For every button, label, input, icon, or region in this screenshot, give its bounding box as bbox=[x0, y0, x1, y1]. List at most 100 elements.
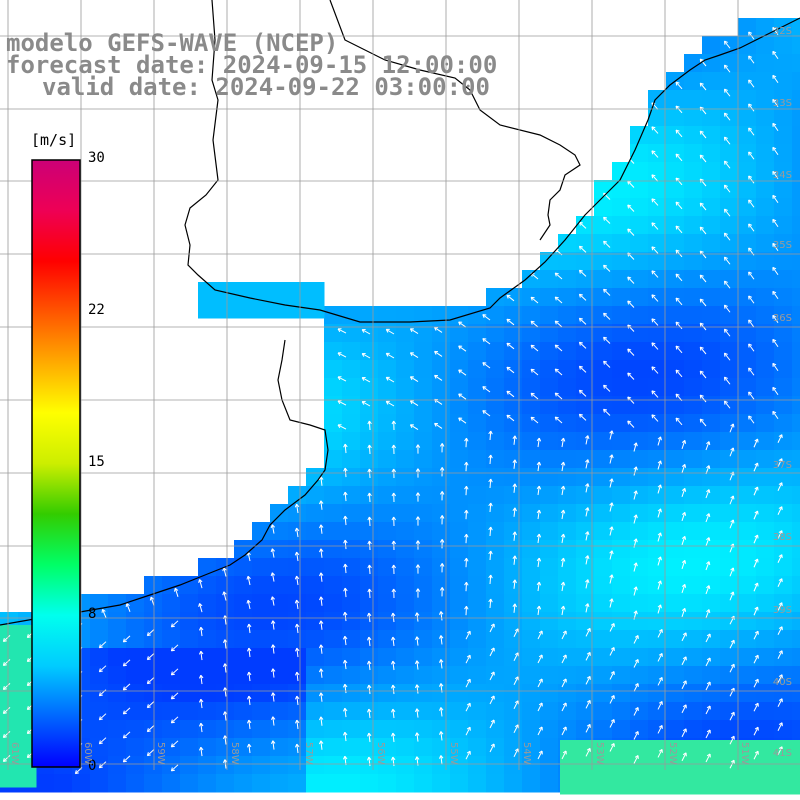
ocean-cell bbox=[720, 396, 739, 415]
ocean-cell bbox=[774, 180, 793, 199]
wind-arrow bbox=[748, 175, 755, 184]
ocean-cell bbox=[558, 252, 577, 271]
wind-arrow-head bbox=[748, 319, 753, 322]
wind-arrow bbox=[675, 273, 683, 282]
wind-arrow-head bbox=[699, 346, 702, 351]
ocean-cell bbox=[324, 468, 343, 487]
wind-arrow-head bbox=[368, 420, 372, 425]
wind-arrow-head bbox=[651, 126, 654, 131]
wind-arrow-head bbox=[482, 338, 485, 343]
wind-arrow-head bbox=[270, 716, 274, 721]
wind-arrow bbox=[530, 416, 539, 424]
ocean-cell bbox=[666, 504, 685, 523]
ocean-cell bbox=[432, 558, 451, 577]
wind-arrow bbox=[320, 692, 323, 702]
wind-arrow-head bbox=[651, 294, 654, 299]
wind-arrow-head bbox=[416, 756, 420, 760]
ocean-cell bbox=[270, 756, 289, 775]
ocean-cell bbox=[144, 738, 163, 757]
ocean-cell bbox=[756, 288, 775, 307]
ocean-cell bbox=[576, 270, 595, 289]
ocean-cell bbox=[612, 252, 631, 271]
ocean-cell bbox=[468, 432, 487, 451]
ocean-cell bbox=[702, 198, 721, 217]
wind-arrow bbox=[513, 459, 516, 469]
ocean-cell bbox=[378, 684, 397, 703]
ocean-cell bbox=[486, 432, 505, 451]
wind-arrow-head bbox=[651, 366, 656, 369]
ocean-cell bbox=[288, 630, 307, 649]
wind-arrow-head bbox=[651, 150, 656, 153]
wind-arrow-head bbox=[627, 396, 632, 399]
wind-arrow bbox=[609, 671, 615, 680]
wind-arrow-head bbox=[555, 272, 559, 275]
wind-arrow bbox=[681, 656, 687, 666]
wind-arrow bbox=[296, 648, 299, 658]
ocean-cell bbox=[450, 306, 469, 325]
ocean-cell bbox=[792, 306, 800, 325]
ocean-cell bbox=[306, 612, 325, 631]
ocean-cell bbox=[0, 751, 19, 770]
wind-arrow-head bbox=[609, 574, 613, 578]
ocean-cell bbox=[504, 612, 523, 631]
wind-arrow-head bbox=[699, 370, 702, 375]
ocean-cell bbox=[720, 270, 739, 289]
ocean-cell bbox=[324, 540, 343, 559]
ocean-cell bbox=[252, 756, 271, 775]
wind-arrow-head bbox=[344, 755, 348, 760]
ocean-cell bbox=[378, 576, 397, 595]
ocean-cell bbox=[396, 756, 415, 775]
wind-arrow bbox=[482, 314, 491, 321]
wind-arrow bbox=[224, 711, 227, 721]
ocean-cell bbox=[594, 684, 613, 703]
wind-arrow bbox=[753, 462, 759, 472]
ocean-cell bbox=[738, 666, 757, 685]
wind-arrow bbox=[248, 648, 251, 658]
ocean-cell bbox=[468, 378, 487, 397]
ocean-cell bbox=[612, 486, 631, 505]
wind-arrow-head bbox=[488, 430, 492, 435]
ocean-cell bbox=[522, 414, 541, 433]
wind-arrow bbox=[609, 743, 615, 752]
wind-arrow-head bbox=[198, 650, 202, 655]
ocean-cell bbox=[504, 666, 523, 685]
wind-arrow bbox=[724, 112, 731, 121]
ocean-cell bbox=[450, 648, 469, 667]
wind-arrow-head bbox=[441, 443, 445, 447]
wind-arrow bbox=[729, 519, 734, 529]
ocean-cell bbox=[324, 414, 343, 433]
wind-arrow-head bbox=[563, 437, 566, 442]
ocean-cell bbox=[720, 162, 739, 181]
wind-arrow-head bbox=[682, 728, 687, 732]
wind-arrow-head bbox=[434, 351, 437, 355]
wind-arrow-head bbox=[675, 393, 680, 396]
wind-arrow-head bbox=[651, 222, 654, 227]
ocean-cell bbox=[756, 54, 775, 73]
wind-arrow bbox=[603, 264, 611, 272]
ocean-cell bbox=[90, 738, 109, 757]
ocean-cell bbox=[522, 486, 541, 505]
wind-arrow bbox=[772, 291, 779, 300]
wind-arrow-head bbox=[724, 208, 728, 211]
wind-arrow-head bbox=[482, 314, 485, 319]
wind-arrow bbox=[337, 376, 347, 382]
ocean-cell bbox=[648, 450, 667, 469]
wind-arrow bbox=[724, 376, 731, 385]
ocean-cell bbox=[594, 378, 613, 397]
wind-arrow-head bbox=[391, 516, 395, 521]
ocean-cell bbox=[342, 306, 361, 325]
wind-arrow-head bbox=[778, 722, 783, 726]
ocean-cell bbox=[720, 468, 739, 487]
wind-arrow bbox=[296, 576, 299, 586]
wind-arrow-head bbox=[578, 342, 581, 346]
ocean-cell bbox=[756, 36, 775, 55]
wind-arrow-head bbox=[466, 461, 469, 466]
ocean-cell bbox=[450, 684, 469, 703]
wind-arrow-head bbox=[563, 605, 566, 610]
ocean-cell bbox=[738, 270, 757, 289]
ocean-cell bbox=[288, 300, 307, 319]
wind-arrow-head bbox=[560, 485, 564, 490]
wind-arrow bbox=[147, 677, 155, 684]
wind-arrow bbox=[344, 492, 347, 502]
wind-arrow-head bbox=[706, 705, 711, 709]
